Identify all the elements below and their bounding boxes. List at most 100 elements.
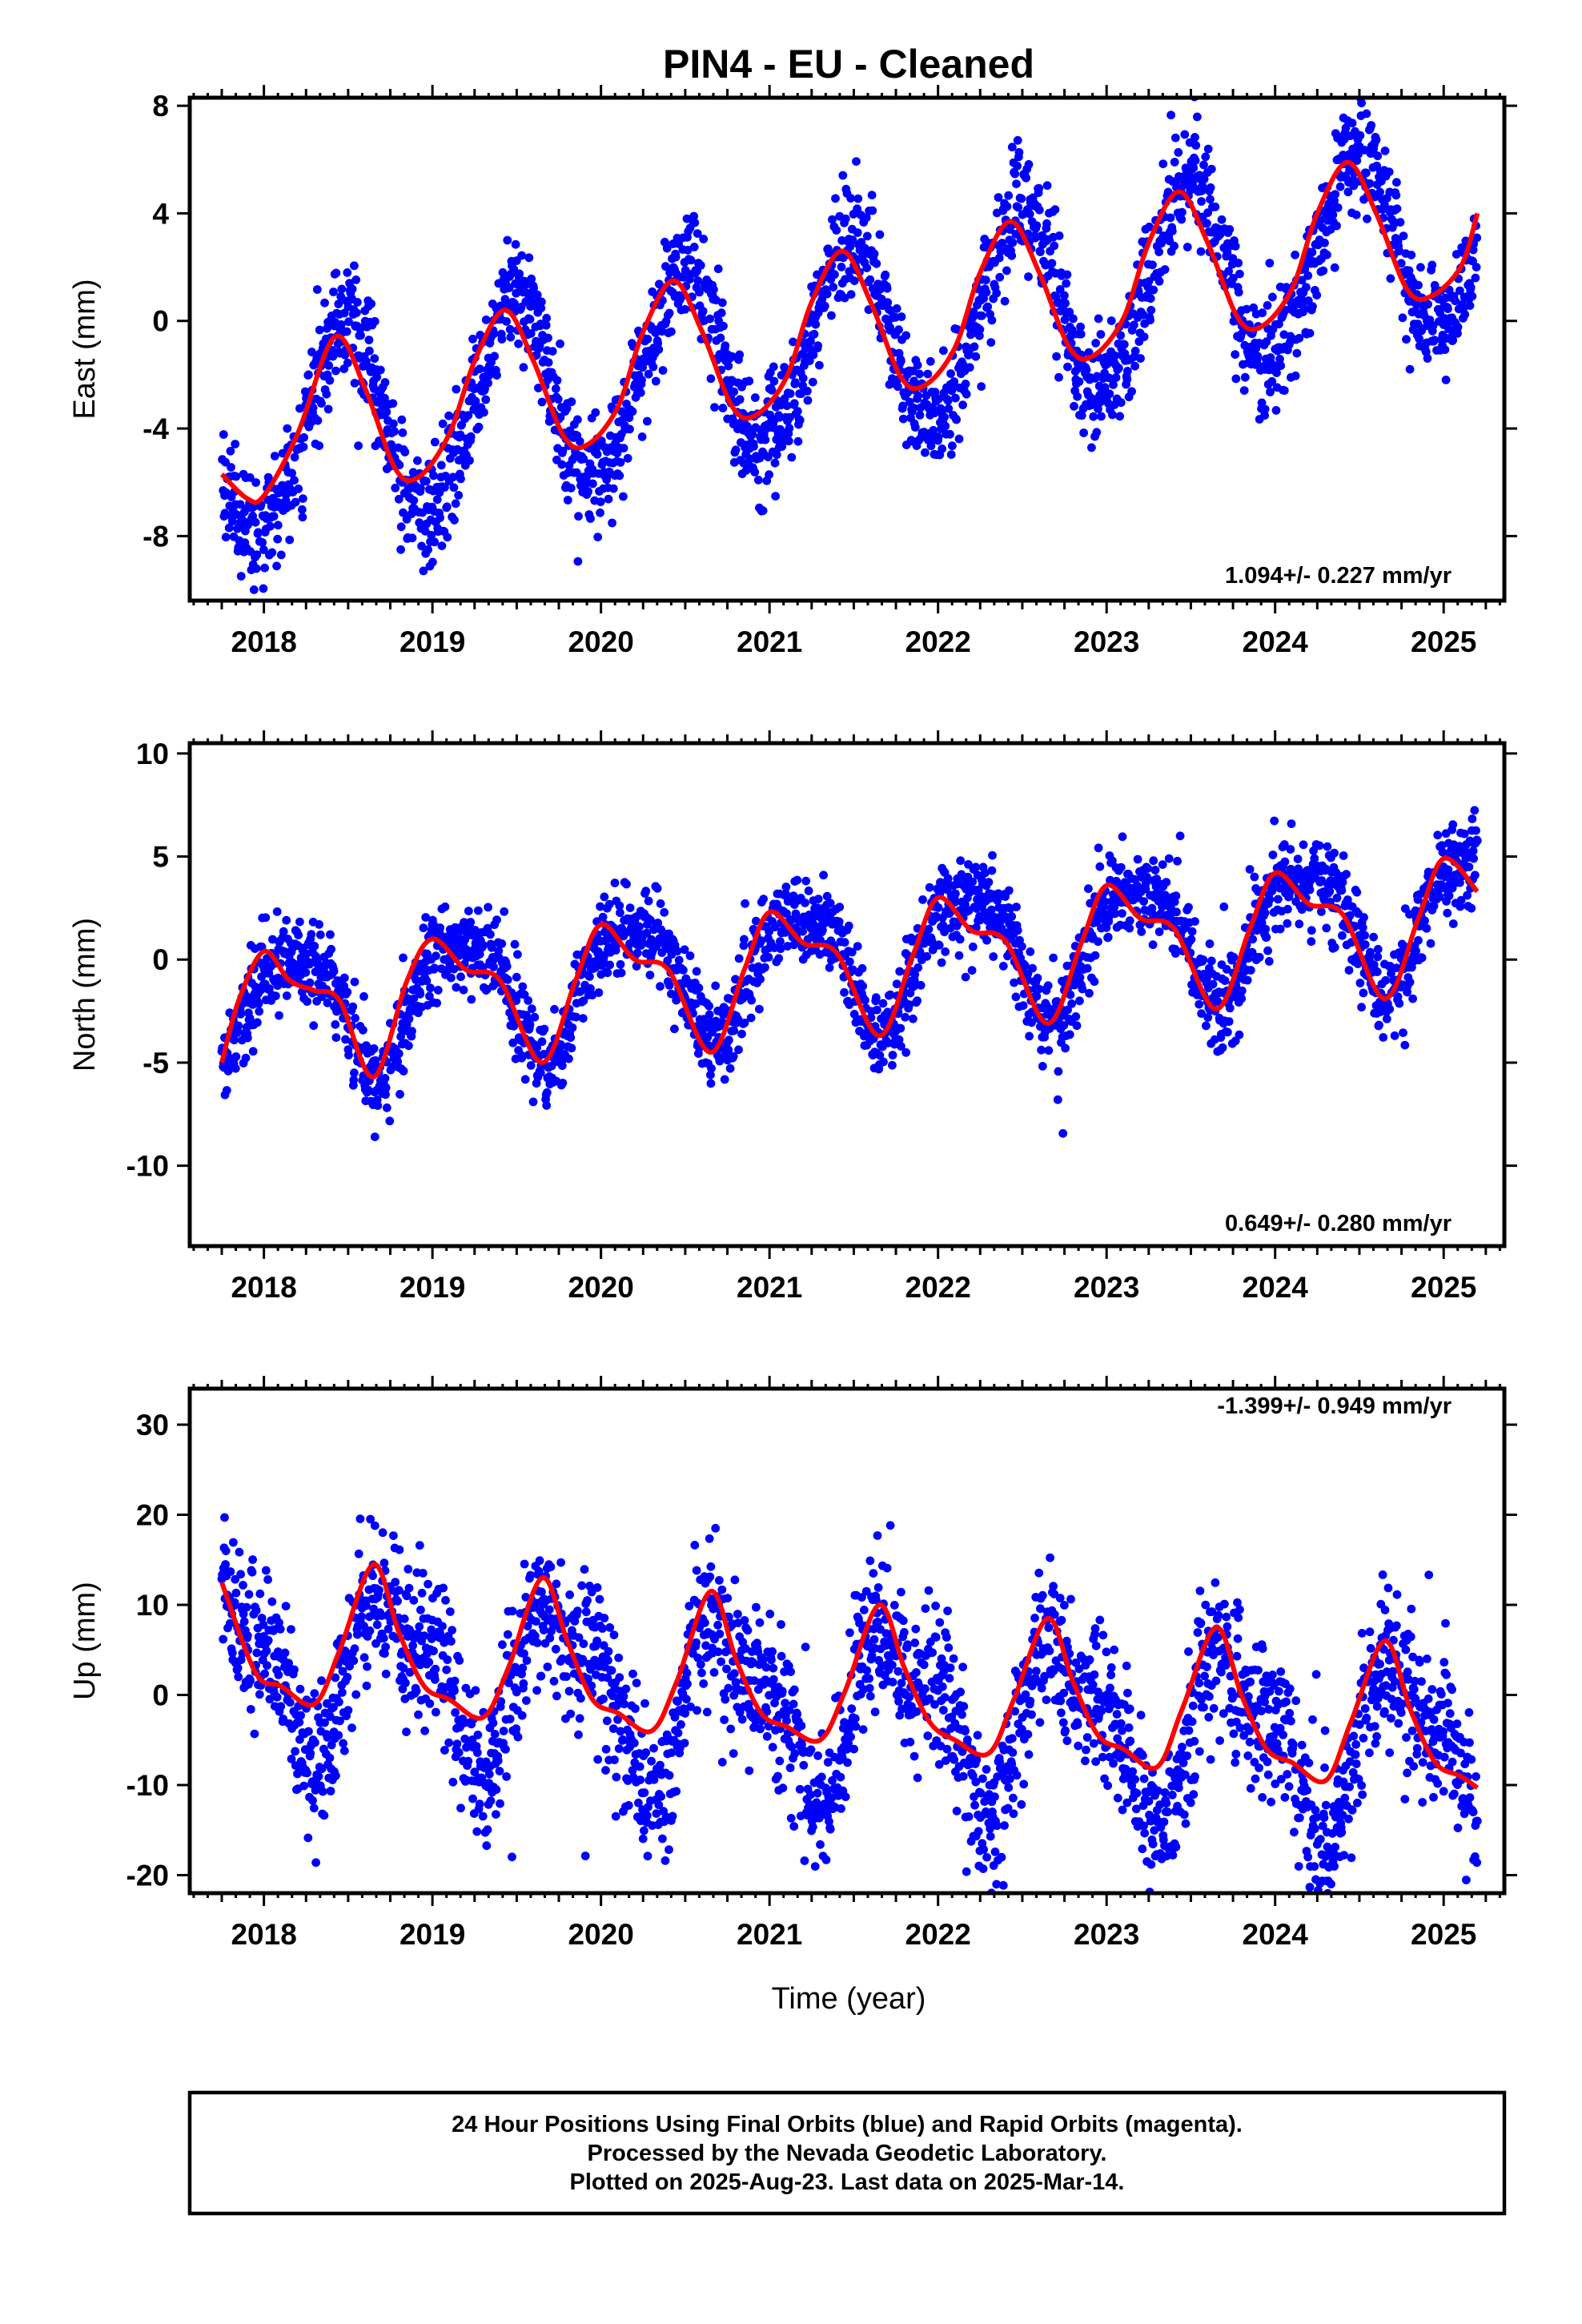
y-tick-label: 0 [152,305,169,338]
data-point [492,915,501,924]
data-point [1054,1067,1063,1076]
data-point [1066,990,1075,999]
data-point [1199,160,1208,170]
data-point [894,325,903,335]
data-point [394,494,404,504]
data-point [1235,1030,1244,1039]
data-point [776,937,785,946]
data-point [351,1014,359,1023]
data-point [643,335,652,344]
data-point [705,314,715,324]
data-point [514,339,523,348]
data-point [1310,854,1319,863]
data-point [716,333,725,343]
data-point [922,951,932,961]
data-point [283,424,292,433]
data-point [789,399,799,408]
data-point [946,450,956,459]
data-point [1438,847,1447,857]
x-tick-label: 2025 [1411,1271,1476,1304]
data-point [1275,355,1284,364]
data-point [740,1018,749,1027]
data-point [520,1075,530,1084]
data-point [1448,919,1458,928]
data-point [984,878,994,887]
data-point [380,393,389,403]
data-point [282,991,291,1000]
data-point [896,1023,905,1033]
data-point [622,879,631,889]
data-point [705,1010,714,1019]
data-point [1440,345,1450,354]
data-point [1266,388,1275,396]
data-point [789,337,797,347]
data-point [1362,168,1371,178]
data-point [940,412,949,422]
data-point [239,1617,249,1626]
data-point [513,950,522,959]
data-point [274,1671,283,1679]
data-point [757,936,766,946]
data-point [1472,826,1480,835]
data-point [844,921,853,931]
data-point [504,283,514,292]
data-point [267,548,277,557]
data-point [813,895,823,903]
data-point [475,950,484,959]
data-point [1114,364,1123,373]
data-point [1034,984,1044,994]
data-point [548,347,557,356]
data-point [946,369,955,378]
data-point [1272,368,1281,377]
data-point [342,327,351,336]
data-point [1265,895,1275,904]
data-point [706,1070,715,1080]
data-point [389,419,398,428]
data-point [1267,887,1277,895]
data-point [396,545,405,554]
data-point [888,1060,897,1070]
data-point [567,1043,576,1053]
data-point [427,530,436,540]
data-point [750,393,760,402]
data-point [1355,131,1365,140]
data-point [761,963,769,972]
data-point [359,991,368,1001]
data-point [1448,336,1458,345]
data-point [1352,156,1362,166]
data-point [579,996,588,1005]
data-point [1217,215,1227,224]
data-point [1307,926,1316,935]
data-point [506,332,516,342]
data-point [1065,308,1074,317]
data-point [266,521,275,531]
data-point [962,389,971,399]
data-point [234,1672,243,1682]
data-point [1283,904,1292,914]
data-point [1332,893,1342,903]
data-point [251,517,260,527]
data-point [1072,1021,1082,1031]
data-point [348,1002,358,1011]
data-point [510,299,519,308]
data-point [937,958,946,967]
data-point [996,247,1006,256]
data-point [596,497,605,507]
data-point [909,1014,917,1023]
data-point [512,972,521,982]
data-point [913,996,921,1005]
data-point [524,996,533,1005]
data-point [1173,856,1182,866]
data-point [1073,392,1082,401]
data-point [479,941,488,950]
data-point [1170,949,1180,958]
data-point [399,953,408,963]
data-point [1469,854,1478,863]
data-point [350,261,359,271]
data-point [835,903,845,911]
data-point [1172,907,1181,917]
data-point [1380,147,1390,155]
data-point [556,1040,565,1049]
data-point [961,380,970,388]
data-point [1050,241,1059,251]
